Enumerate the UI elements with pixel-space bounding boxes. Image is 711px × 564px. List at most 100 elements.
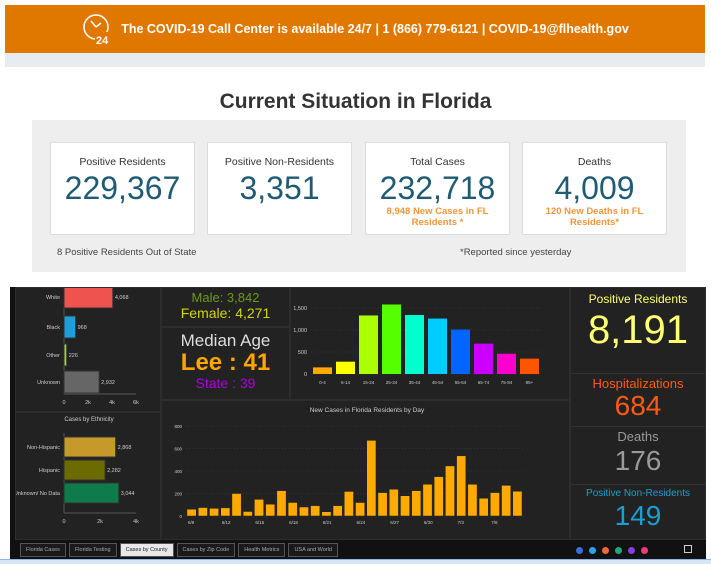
bar bbox=[456, 455, 467, 517]
stat-value: 8,191 bbox=[587, 308, 689, 352]
x-tick-label: 6/15 bbox=[255, 520, 264, 525]
median-age-label: Median Age bbox=[180, 331, 271, 350]
card-sub: 120 New Deaths in FL Residents* bbox=[545, 206, 644, 228]
summary-panel: Positive Residents 229,367 Positive Non-R… bbox=[32, 120, 686, 272]
bar bbox=[242, 511, 253, 517]
bar bbox=[377, 492, 388, 517]
x-tick-label: 15-24 bbox=[363, 380, 375, 385]
google-icon[interactable] bbox=[602, 547, 609, 554]
reported-note: *Reported since yesterday bbox=[460, 247, 572, 258]
female-count: Female: 4,271 bbox=[180, 305, 271, 321]
bar bbox=[63, 482, 120, 504]
tab-cases-by-zip-code[interactable]: Cases by Zip Code bbox=[176, 543, 236, 557]
stat-label: Deaths bbox=[571, 426, 705, 444]
y-tick-label: 400 bbox=[174, 469, 182, 474]
x-tick-label: 2k bbox=[85, 400, 91, 406]
dashboard: 0 2k 4k 6k White 4,068 Black 968 Other 226 Unknown… bbox=[10, 282, 706, 559]
bar bbox=[63, 436, 117, 458]
out-of-state-note: 8 Positive Residents Out of State bbox=[57, 247, 197, 258]
race-pane: 0 2k 4k 6k White 4,068 Black 968 Other 226 Unknown… bbox=[15, 282, 161, 412]
card-value: 232,718 bbox=[379, 170, 496, 206]
bar bbox=[332, 505, 343, 517]
x-tick-label: 55-64 bbox=[455, 380, 467, 385]
bar bbox=[366, 440, 377, 517]
card-label: Positive Non-Residents bbox=[224, 156, 335, 168]
category-label: Non-Hispanic bbox=[27, 445, 60, 451]
x-tick-label: 65-74 bbox=[478, 380, 490, 385]
tab-usa-and-world[interactable]: USA and World bbox=[288, 543, 338, 557]
y-tick-label: 200 bbox=[174, 492, 182, 497]
data-label: 4,068 bbox=[115, 295, 129, 301]
clock-24-icon: 24 bbox=[83, 14, 114, 45]
bar bbox=[355, 502, 365, 517]
svg-text:24: 24 bbox=[96, 35, 109, 45]
bar bbox=[63, 315, 77, 339]
bar bbox=[478, 497, 489, 517]
bar bbox=[186, 509, 197, 517]
social-icons bbox=[576, 547, 648, 554]
bar bbox=[520, 358, 539, 374]
bar bbox=[359, 315, 378, 374]
x-tick-label: 7/3 bbox=[458, 520, 465, 525]
bar bbox=[287, 502, 298, 517]
x-tick-label: 6/9 bbox=[188, 520, 195, 525]
daily-chart-pane: New Cases in Florida Residents by Day 0 20… bbox=[161, 400, 570, 540]
x-tick-label: 6/12 bbox=[222, 520, 231, 525]
bar bbox=[313, 367, 332, 374]
data-label: 226 bbox=[69, 353, 78, 359]
twitter-icon[interactable] bbox=[589, 547, 596, 554]
bar bbox=[428, 318, 447, 374]
x-tick-label: 85+ bbox=[526, 380, 534, 385]
gender-pane: Male: 3,842 Female: 4,271 bbox=[161, 287, 290, 327]
email-icon[interactable] bbox=[628, 547, 635, 554]
median-age-pane: Median Age Lee : 41 State : 39 bbox=[161, 327, 290, 400]
tab-health-metrics[interactable]: Health Metrics bbox=[238, 543, 286, 557]
stat-label: Hospitalizations bbox=[571, 373, 705, 391]
bar bbox=[501, 485, 512, 517]
tab-florida-cases[interactable]: Florida Cases bbox=[20, 543, 66, 557]
bar bbox=[400, 495, 410, 517]
x-tick-label: 5-14 bbox=[341, 380, 351, 385]
page-title: Current Situation in Florida bbox=[219, 90, 492, 113]
x-tick-label: 25-34 bbox=[386, 380, 398, 385]
card-value: 229,367 bbox=[64, 170, 181, 206]
x-tick-label: 4k bbox=[133, 519, 139, 525]
x-tick-label: 7/6 bbox=[491, 520, 498, 525]
x-tick-label: 75-84 bbox=[501, 380, 513, 385]
stat-value: 684 bbox=[614, 390, 662, 421]
bar bbox=[474, 343, 493, 374]
data-label: 968 bbox=[78, 325, 87, 331]
facebook-icon[interactable] bbox=[576, 547, 583, 554]
bar bbox=[276, 490, 287, 517]
share-icon[interactable] bbox=[615, 547, 622, 554]
card-value: 4,009 bbox=[554, 170, 635, 206]
tab-bar: Florida Cases Florida Testing Cases by Cou… bbox=[20, 543, 338, 557]
bar bbox=[411, 490, 422, 517]
call-center-banner: 24 The COVID-19 Call Center is available… bbox=[5, 5, 705, 53]
data-label: 3,044 bbox=[121, 491, 135, 497]
bar bbox=[220, 507, 231, 517]
y-tick-label: 1,000 bbox=[293, 328, 307, 334]
bottom-border bbox=[0, 559, 711, 564]
bar bbox=[422, 484, 433, 517]
tab-florida-testing[interactable]: Florida Testing bbox=[68, 543, 117, 557]
y-tick-label: 1,500 bbox=[293, 306, 307, 312]
stat-label: Positive Residents bbox=[588, 292, 688, 306]
bar bbox=[299, 506, 309, 517]
category-label: Hispanic bbox=[39, 468, 60, 474]
tab-cases-by-county[interactable]: Cases by County bbox=[119, 543, 174, 557]
link-icon[interactable] bbox=[641, 547, 648, 554]
bar bbox=[336, 361, 355, 374]
bar bbox=[451, 329, 470, 374]
x-tick-label: 0 bbox=[62, 400, 65, 406]
bar bbox=[63, 370, 100, 394]
bar bbox=[231, 493, 242, 517]
bar bbox=[321, 511, 332, 517]
expand-icon[interactable] bbox=[684, 545, 692, 553]
x-tick-label: 6/27 bbox=[390, 520, 399, 525]
x-tick-label: 6/21 bbox=[323, 520, 332, 525]
x-tick-label: 6/18 bbox=[289, 520, 298, 525]
data-label: 2,868 bbox=[118, 445, 132, 451]
x-tick-label: 45-54 bbox=[432, 380, 444, 385]
bar bbox=[344, 491, 354, 517]
